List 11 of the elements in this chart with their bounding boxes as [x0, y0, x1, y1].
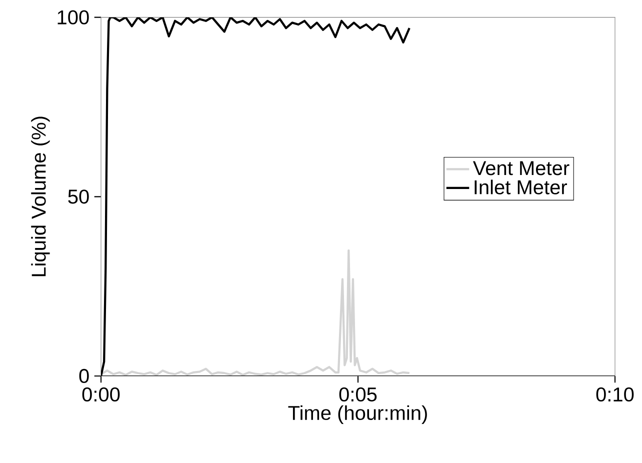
x-tick-label: 0:05	[339, 387, 377, 402]
y-tick-label: 100	[58, 10, 89, 24]
y-axis-title: Liquid Volume (%)	[31, 116, 50, 276]
y-tick-label: 0	[79, 368, 89, 384]
legend-label: Vent Meter	[472, 161, 570, 176]
y-tick-label: 50	[68, 190, 89, 204]
x-axis-title: Time (hour:min)	[288, 405, 427, 424]
line-series	[101, 249, 410, 376]
x-tick-label: 0:00	[82, 387, 120, 402]
x-tick-label: 0:10	[596, 387, 634, 402]
legend-label: Inlet Meter	[474, 180, 568, 194]
